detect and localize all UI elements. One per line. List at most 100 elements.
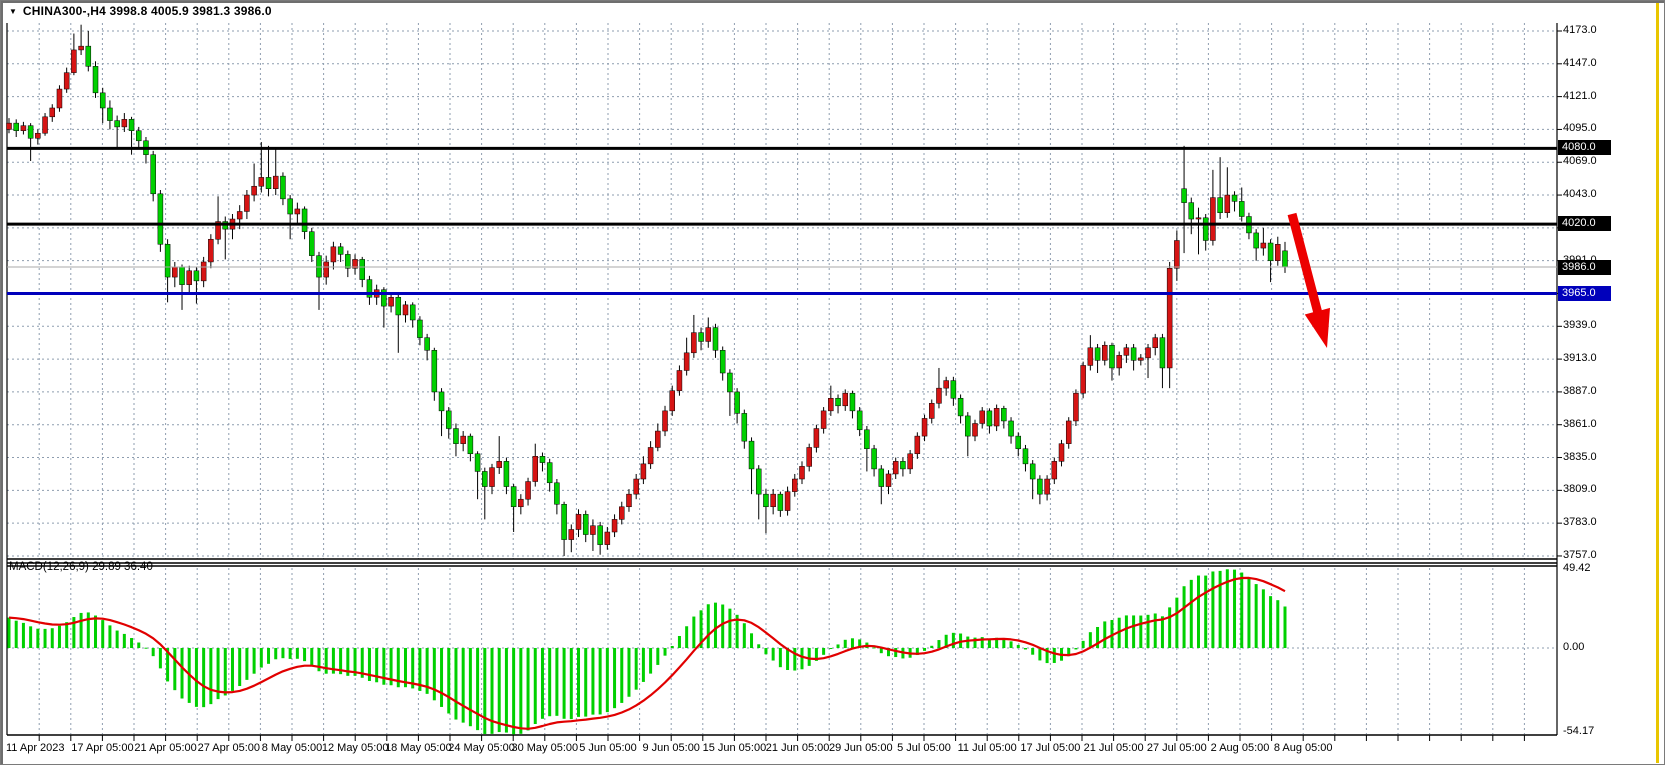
price-axis-label: 4043.0 xyxy=(1563,188,1597,201)
candle-body xyxy=(431,350,438,393)
macd-histogram-bar xyxy=(1175,597,1179,648)
time-axis-label: 8 May 05:00 xyxy=(261,742,323,754)
candle-body xyxy=(647,447,654,465)
macd-histogram-bar xyxy=(872,647,876,649)
candle-body xyxy=(1210,197,1216,241)
candle-body xyxy=(13,122,19,131)
macd-histogram-bar xyxy=(1189,579,1193,648)
macd-histogram-bar xyxy=(980,637,984,648)
candle-body xyxy=(835,397,841,407)
macd-histogram-bar xyxy=(245,648,249,680)
macd-histogram-bar xyxy=(923,648,927,651)
candle-body xyxy=(1044,478,1050,495)
macd-histogram-bar xyxy=(1009,641,1013,648)
macd-histogram-bar xyxy=(1218,570,1222,648)
candle-body xyxy=(640,463,647,480)
candle-body xyxy=(885,473,892,487)
window-border-top xyxy=(1,1,1664,3)
macd-histogram-bar xyxy=(43,628,47,648)
macd-axis-label: 49.42 xyxy=(1563,562,1591,574)
candle-body xyxy=(78,45,84,51)
macd-histogram-bar xyxy=(36,628,40,648)
candle-body xyxy=(957,397,964,417)
time-axis-label: 8 Aug 05:00 xyxy=(1273,742,1333,754)
candle-body xyxy=(626,493,632,508)
macd-histogram-bar xyxy=(367,648,371,681)
macd-histogram-bar xyxy=(411,648,415,689)
macd-histogram-bar xyxy=(540,648,544,719)
macd-histogram-bar xyxy=(331,648,335,674)
time-axis-label: 21 Jul 05:00 xyxy=(1083,742,1144,754)
macd-histogram-bar xyxy=(122,633,126,648)
candle-body xyxy=(186,270,192,285)
macd-histogram-bar xyxy=(649,648,653,674)
candle-body xyxy=(590,525,596,535)
candle-body xyxy=(792,478,798,492)
macd-histogram-bar xyxy=(461,648,465,723)
time-axis-label: 12 May 05:00 xyxy=(321,742,389,754)
macd-histogram-bar xyxy=(7,617,11,648)
macd-histogram-bar xyxy=(822,648,826,655)
macd-histogram-bar xyxy=(548,648,552,717)
macd-histogram-bar xyxy=(1124,615,1128,648)
macd-histogram-bar xyxy=(216,648,220,700)
macd-histogram-bar xyxy=(238,648,242,687)
time-axis-label: 21 Apr 05:00 xyxy=(134,742,197,754)
candle-body xyxy=(99,92,106,109)
trend-arrow[interactable] xyxy=(1287,212,1330,348)
macd-histogram-bar xyxy=(894,648,898,658)
candle-body xyxy=(1094,347,1101,361)
candle-body xyxy=(85,45,92,67)
candle-body xyxy=(929,403,935,419)
macd-histogram-bar xyxy=(1139,615,1143,648)
candle-body xyxy=(474,453,481,472)
candle-body xyxy=(402,304,409,316)
candle-body xyxy=(1102,344,1108,361)
macd-histogram-bar xyxy=(620,648,624,703)
candle-body xyxy=(611,519,618,533)
macd-histogram-bar xyxy=(166,648,170,682)
candle-body xyxy=(1022,448,1029,465)
macd-histogram-bar xyxy=(1132,615,1136,648)
candle-body xyxy=(1260,242,1267,249)
candle-body xyxy=(1029,463,1036,480)
macd-histogram-bar xyxy=(1182,586,1186,648)
candle-body xyxy=(784,491,791,511)
candle-body xyxy=(1008,420,1014,437)
macd-histogram-bar xyxy=(750,633,754,648)
candle-body xyxy=(107,107,113,121)
candle-body xyxy=(27,125,34,139)
macd-histogram-bar xyxy=(1052,648,1056,663)
macd-histogram-bar xyxy=(721,604,725,648)
macd-histogram-bar xyxy=(519,648,523,734)
macd-histogram-bar xyxy=(670,645,674,648)
macd-histogram-bar xyxy=(57,625,61,648)
candle-body xyxy=(979,410,985,424)
candle-body xyxy=(323,261,329,278)
symbol-dropdown-icon[interactable]: ▼ xyxy=(9,6,17,16)
macd-histogram-bar xyxy=(476,648,480,731)
candle-body xyxy=(424,337,430,351)
candle-body xyxy=(698,332,704,342)
candle-body xyxy=(309,231,315,256)
macd-histogram-bar xyxy=(468,648,472,727)
macd-histogram-bar xyxy=(295,648,299,659)
time-axis-label: 17 Jul 05:00 xyxy=(1020,742,1081,754)
candle-body xyxy=(604,531,611,545)
candle-body xyxy=(272,175,279,190)
macd-histogram-bar xyxy=(425,648,429,694)
candle-body xyxy=(727,372,733,393)
candle-body xyxy=(1001,408,1007,422)
macd-histogram-bar xyxy=(310,648,314,666)
macd-histogram-bar xyxy=(259,648,263,668)
macd-histogram-bar xyxy=(1254,584,1258,648)
candle-body xyxy=(864,429,870,449)
macd-histogram-bar xyxy=(21,622,25,648)
macd-histogram-bar xyxy=(1225,569,1229,648)
candle-body xyxy=(1087,347,1094,366)
time-axis-label: 29 Jun 05:00 xyxy=(828,742,893,754)
candle-body xyxy=(712,327,719,351)
candle-body xyxy=(409,304,416,321)
